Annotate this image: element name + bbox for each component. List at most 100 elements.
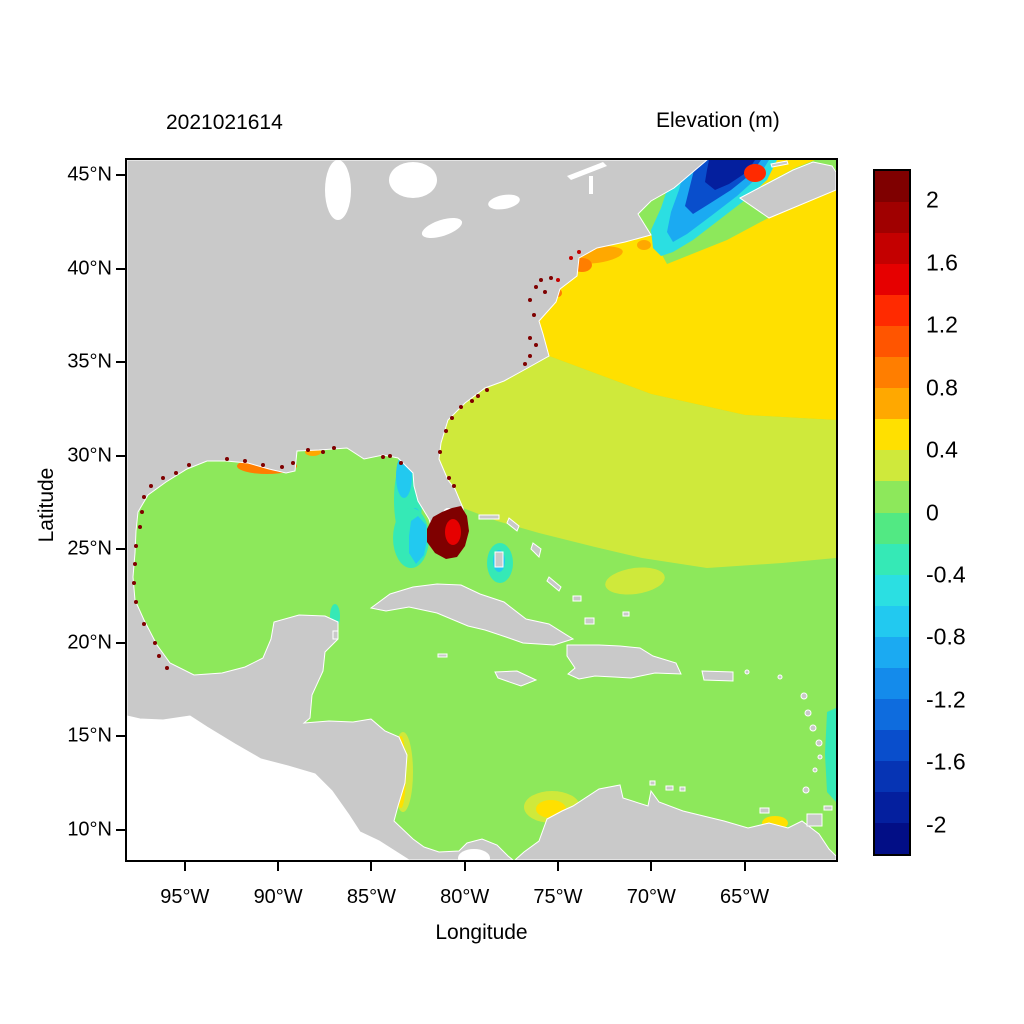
colorbar-band — [875, 512, 909, 544]
land-group — [127, 160, 836, 860]
region-florida-bay-cyan-fringe — [409, 516, 427, 564]
x-tick-mark — [650, 862, 653, 871]
map-plot-area — [125, 158, 838, 862]
colorbar-band — [875, 636, 909, 668]
x-tick-mark — [183, 862, 186, 871]
map-canvas — [127, 160, 836, 860]
colorbar-band — [875, 419, 909, 451]
y-tick-mark — [116, 829, 125, 832]
y-tick-mark — [116, 548, 125, 551]
land-acklins — [572, 595, 582, 602]
colorbar-tick-label: 1.2 — [926, 311, 958, 338]
x-tick-label: 80°W — [440, 886, 490, 908]
x-tick-label: 75°W — [533, 886, 583, 908]
land-st-martin — [777, 674, 783, 680]
colorbar-tick-label: 2 — [926, 186, 939, 213]
y-axis-label: Latitude — [35, 467, 58, 543]
x-tick-label: 90°W — [253, 886, 303, 908]
lake-champlain — [589, 176, 593, 194]
colorbar-tick-label: -0.8 — [926, 623, 966, 650]
x-axis-label: Longitude — [435, 921, 528, 944]
colorbar-band — [875, 729, 909, 761]
land-tobago — [823, 805, 833, 811]
y-tick-mark — [116, 454, 125, 457]
land-abaco — [506, 517, 520, 532]
land-aruba — [649, 780, 656, 786]
land-cuba — [369, 583, 575, 646]
colorbar-band — [875, 481, 909, 513]
land-st-vincent — [812, 767, 818, 773]
land-bonaire — [679, 786, 686, 792]
land-curacao — [665, 785, 674, 791]
colorbar-band — [875, 326, 909, 358]
colorbar-band — [875, 264, 909, 296]
y-tick-mark — [116, 735, 125, 738]
x-tick-label: 65°W — [720, 886, 770, 908]
region-south-florida-high-core — [445, 519, 461, 545]
coastal-speckles-darkred — [132, 276, 553, 670]
x-tick-mark — [277, 862, 280, 871]
land-jamaica — [494, 670, 538, 687]
colorbar-band — [875, 171, 909, 203]
y-tick-mark — [116, 361, 125, 364]
colorbar-band — [875, 605, 909, 637]
y-tick-label: 45°N — [67, 163, 112, 186]
land-cozumel — [332, 630, 339, 640]
y-tick-label: 20°N — [67, 631, 112, 654]
region-east-caribbean-fringe — [825, 708, 836, 802]
colorbar-band — [875, 388, 909, 420]
region-oval-ne-hispaniola — [605, 567, 665, 595]
land-inagua — [584, 617, 595, 625]
colorbar — [873, 169, 911, 856]
colorbar-band — [875, 357, 909, 389]
x-tick-mark — [743, 862, 746, 871]
region-minas-basin-orange — [744, 164, 766, 182]
colorbar-band — [875, 822, 909, 855]
land-prince-edward-island — [770, 160, 789, 168]
x-tick-label: 95°W — [160, 886, 210, 908]
colorbar-tick-label: 0.4 — [926, 436, 958, 463]
x-tick-mark — [370, 862, 373, 871]
gulf-of-panama-gap — [458, 849, 490, 860]
y-tick-label: 10°N — [67, 818, 112, 841]
land-south-america — [514, 784, 836, 860]
colorbar-band — [875, 574, 909, 606]
y-tick-label: 40°N — [67, 257, 112, 280]
y-tick-label: 30°N — [67, 444, 112, 467]
y-tick-label: 15°N — [67, 724, 112, 747]
colorbar-tick-label: -0.4 — [926, 561, 966, 588]
y-tick-mark — [116, 173, 125, 176]
y-tick-label: 25°N — [67, 537, 112, 560]
land-grenada — [802, 786, 810, 794]
colorbar-band — [875, 233, 909, 265]
land-turks — [622, 611, 630, 617]
colorbar-band — [875, 760, 909, 792]
land-north-central-america — [127, 160, 708, 860]
timestamp-title: 2021021614 — [166, 111, 283, 134]
region-bay-of-fundy — [705, 160, 755, 190]
lake-erie — [421, 217, 463, 239]
lake-huron — [389, 162, 437, 198]
land-martinique — [815, 739, 823, 747]
land-margarita — [759, 807, 770, 814]
land-eleuthera — [530, 542, 542, 558]
land-virgin-islands — [744, 669, 750, 675]
st-lawrence-river — [567, 162, 607, 180]
land-dominica — [809, 724, 817, 732]
colorbar-band — [875, 791, 909, 823]
x-tick-mark — [556, 862, 559, 871]
colorbar-tick-label: -1.2 — [926, 686, 966, 713]
land-cayman — [437, 653, 448, 658]
land-guadeloupe — [804, 709, 812, 717]
colorbar-tick-label: 0 — [926, 499, 939, 525]
land-hispaniola — [566, 644, 682, 680]
colorbar-tick-label: 0.8 — [926, 374, 958, 401]
colorbar-band — [875, 698, 909, 730]
colorbar-band — [875, 667, 909, 699]
land-trinidad — [806, 813, 823, 827]
lake-michigan — [325, 160, 351, 220]
land-andros — [494, 551, 504, 568]
land-st-lucia — [817, 754, 823, 760]
colorbar-band — [875, 202, 909, 234]
